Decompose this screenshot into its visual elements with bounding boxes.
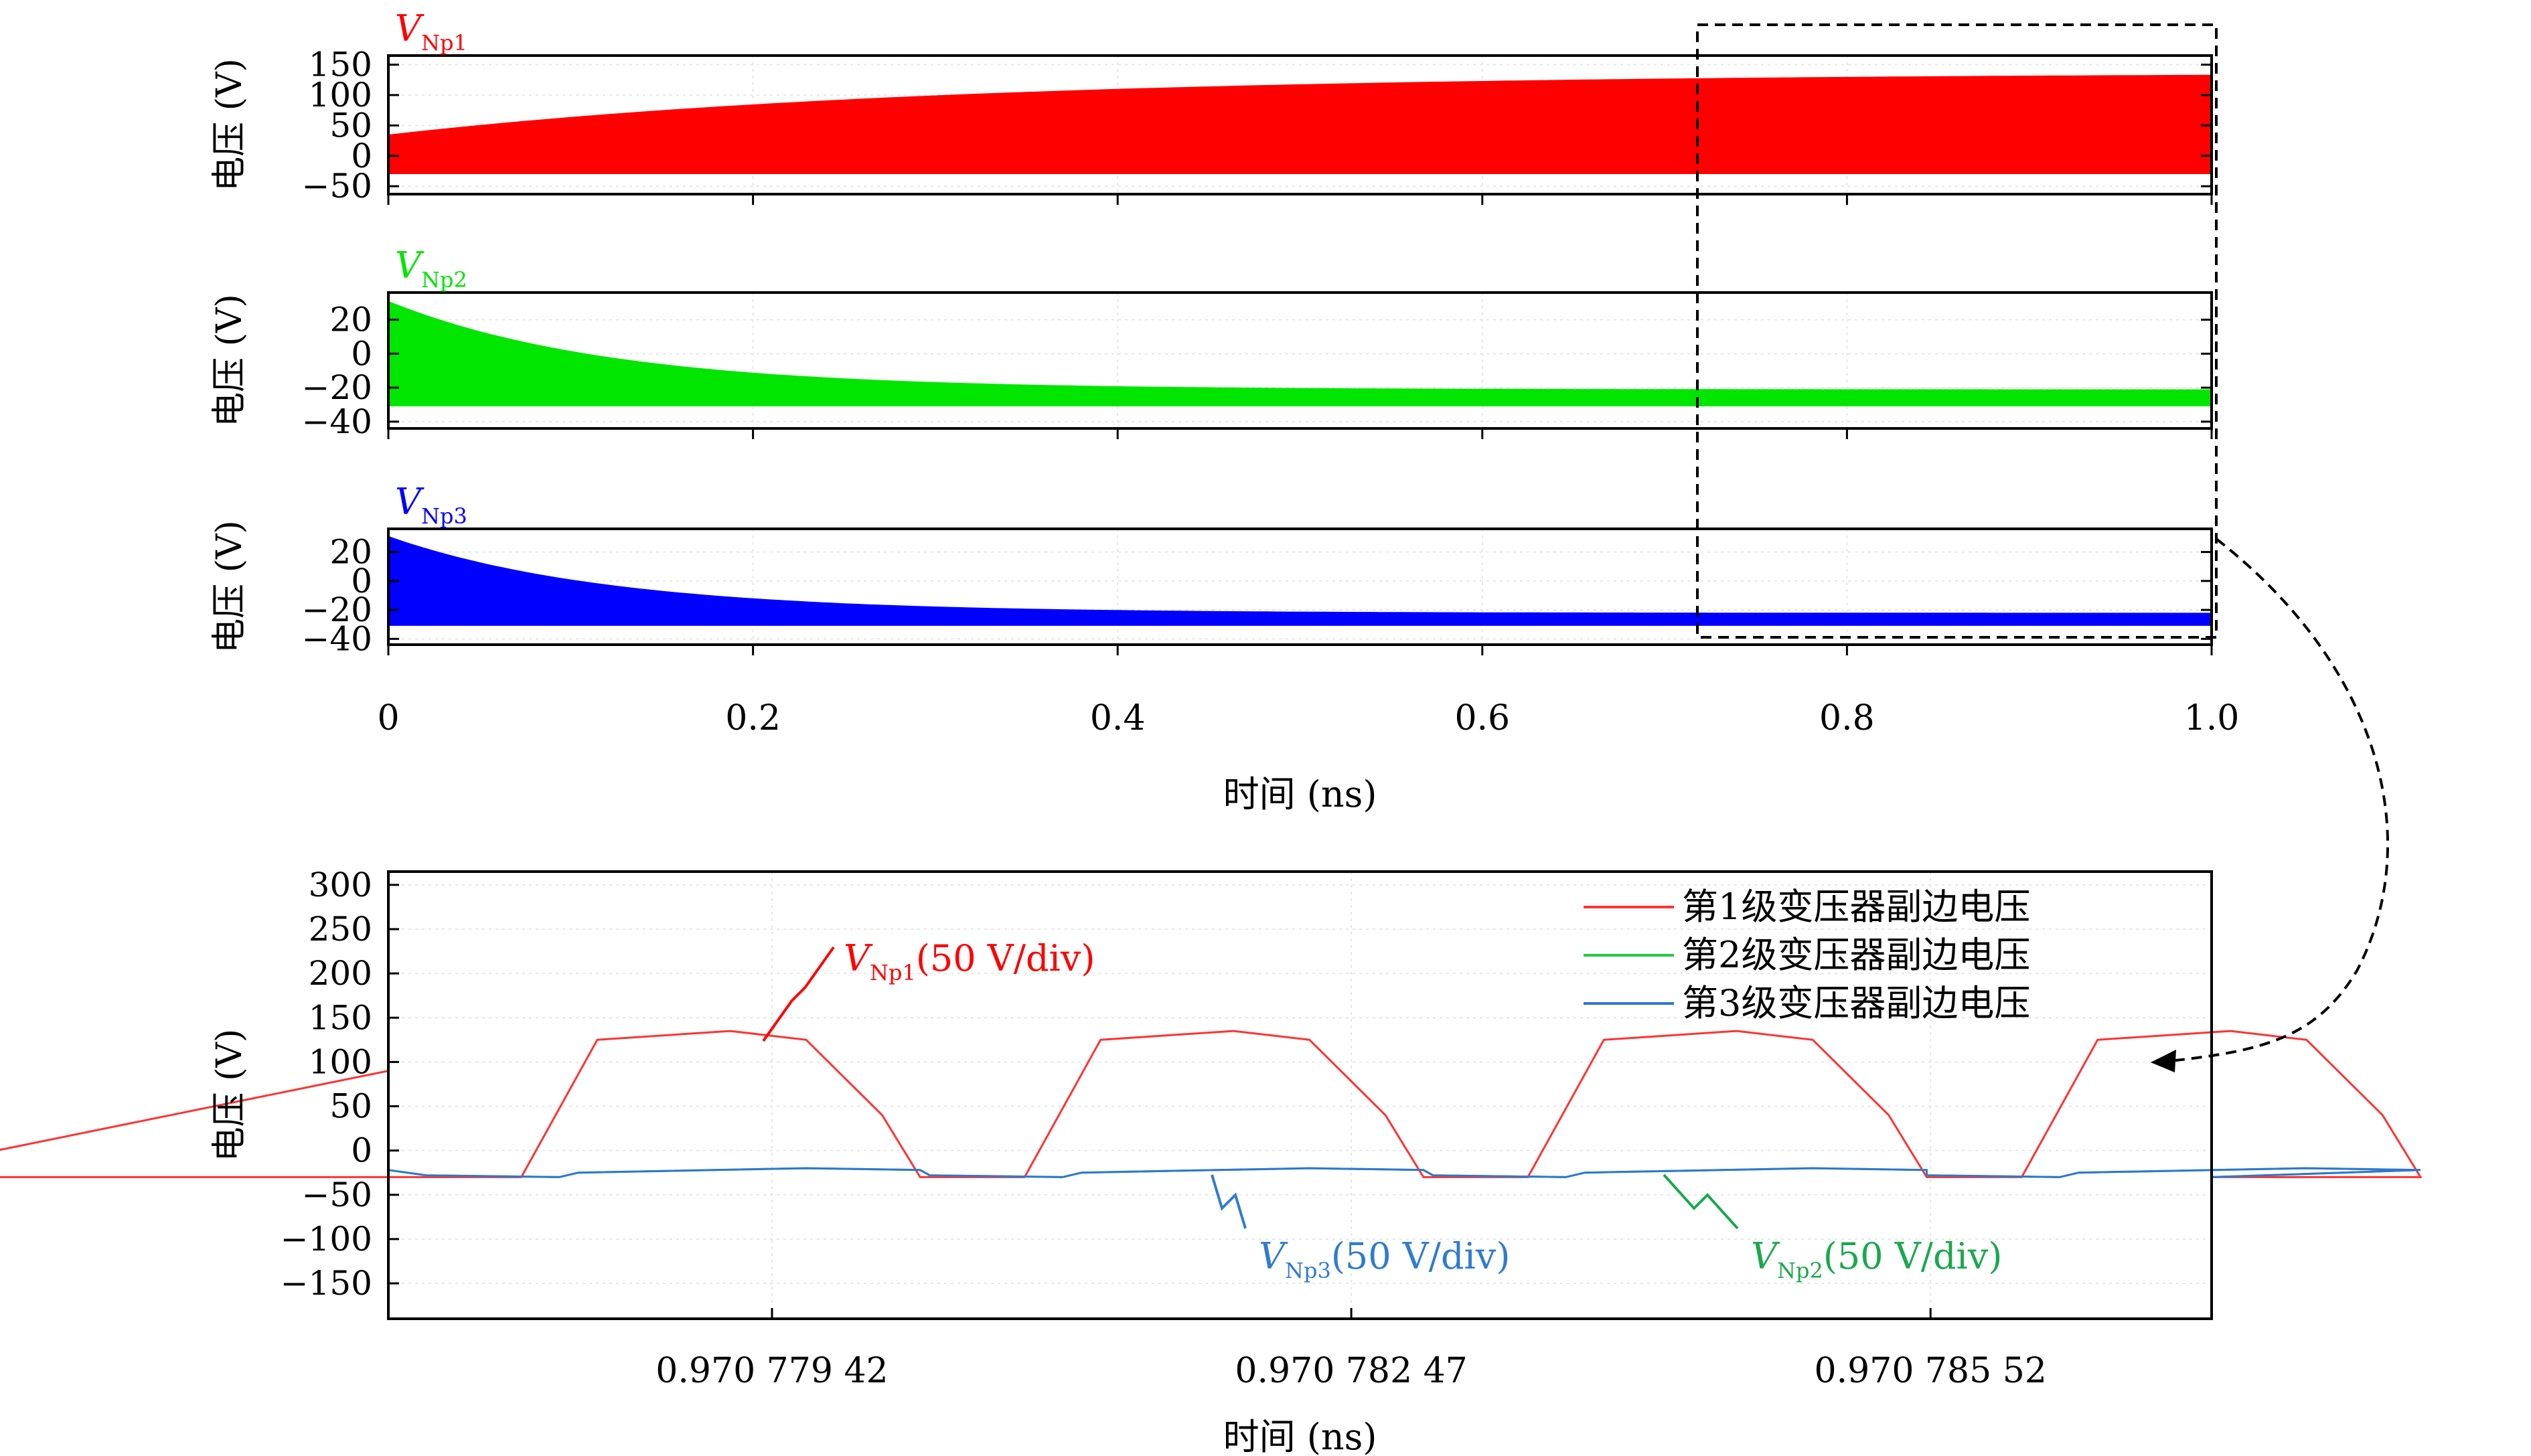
y-tick-label: −40 <box>301 402 372 441</box>
y-tick-label: 50 <box>329 1087 372 1126</box>
series-label: VNp2 <box>395 244 467 293</box>
y-tick-label: −50 <box>301 167 372 206</box>
x-tick-label: 0.4 <box>1090 698 1146 738</box>
series-label-symbol: V <box>1751 1235 1780 1277</box>
y-tick-label: 50 <box>329 106 372 145</box>
y-tick-label: −20 <box>301 590 372 629</box>
series-label-subscript: Np2 <box>421 267 467 293</box>
y-tick-label: 100 <box>309 76 372 114</box>
y-tick-label: −150 <box>281 1264 372 1303</box>
x-tick-label: 0.8 <box>1819 698 1875 738</box>
x-tick-label: 0.6 <box>1454 698 1510 738</box>
series-label-scale: (50 V/div) <box>1823 1235 2003 1277</box>
y-axis-label: 电压 (V) <box>210 1029 250 1162</box>
x-tick-label: 0.2 <box>725 698 781 738</box>
y-tick-label: −40 <box>301 619 372 658</box>
y-tick-label: 0 <box>351 137 372 175</box>
y-axis-label: 电压 (V) <box>210 58 250 191</box>
series-label-scale: (50 V/div) <box>916 937 1095 979</box>
x-tick-label: 0.970 785 52 <box>1815 1351 2047 1391</box>
zoom-arrow-head <box>2151 1050 2176 1072</box>
y-tick-label: 20 <box>329 533 372 572</box>
series-line-np3 <box>388 1167 2421 1178</box>
y-tick-label: 200 <box>309 954 372 993</box>
plot-frame <box>387 528 2213 646</box>
annotation-label: VNp1(50 V/div) <box>844 937 1095 985</box>
legend-label: 第2级变压器副边电压 <box>1682 934 2030 976</box>
y-tick-label: 20 <box>329 301 372 339</box>
x-tick-label: 0.970 779 42 <box>656 1351 888 1391</box>
annotation-pointer <box>762 946 835 1042</box>
envelope-panel-2: 200−20−40 电压 (V) VNp2 <box>210 244 2213 441</box>
legend-label: 第1级变压器副边电压 <box>1682 886 2030 928</box>
plot-frame <box>387 870 2213 1320</box>
y-axis-label: 电压 (V) <box>210 294 250 427</box>
x-tick-label: 0 <box>377 698 399 738</box>
x-axis-label: 时间 (ns) <box>1223 1416 1377 1456</box>
zoom-panel: 300 250 200 150 100 50 0 −50 −100 −150 0.970 779 4… <box>0 866 2423 1456</box>
series-label-symbol: V <box>844 937 873 979</box>
plot-frame <box>387 291 2213 430</box>
y-axis-label: 电压 (V) <box>210 520 250 653</box>
series-label-subscript: Np2 <box>1777 1258 1823 1283</box>
zoom-region-box <box>1696 23 2218 639</box>
series-label-subscript: Np3 <box>421 503 467 529</box>
y-tick-label: 0 <box>351 334 372 373</box>
envelope-area <box>388 536 2212 626</box>
series-label-symbol: V <box>395 481 425 523</box>
y-tick-label: −100 <box>281 1220 372 1259</box>
series-label-symbol: V <box>395 244 425 287</box>
y-tick-label: 100 <box>309 1042 372 1081</box>
series-label: VNp3 <box>395 481 467 529</box>
annotation-pointer <box>1211 1174 1247 1229</box>
series-label-subscript: Np3 <box>1285 1258 1331 1283</box>
series-label-symbol: V <box>1259 1235 1288 1277</box>
series-label-scale: (50 V/div) <box>1331 1235 1511 1277</box>
envelope-area <box>388 301 2212 406</box>
zoom-arrow <box>2169 538 2389 1062</box>
y-tick-label: 150 <box>309 998 372 1037</box>
x-tick-label: 1.0 <box>2184 698 2240 738</box>
annotation-label: VNp2(50 V/div) <box>1751 1235 2002 1283</box>
annotation-label: VNp3(50 V/div) <box>1259 1235 1510 1283</box>
series-label-subscript: Np1 <box>870 960 916 985</box>
series-label-symbol: V <box>395 7 425 50</box>
x-tick-label: 0.970 782 47 <box>1235 1351 1467 1391</box>
y-tick-label: 300 <box>309 866 372 904</box>
series-label-subscript: Np1 <box>421 30 467 56</box>
annotation-pointer <box>1663 1174 1739 1230</box>
series-label: VNp1 <box>395 7 467 56</box>
y-tick-label: 0 <box>351 1131 372 1170</box>
x-axis-label: 时间 (ns) <box>1223 773 1377 815</box>
y-tick-label: 0 <box>351 562 372 600</box>
legend-label: 第3级变压器副边电压 <box>1682 982 2030 1024</box>
y-tick-label: −20 <box>301 368 372 407</box>
series-line-np1 <box>0 1030 2423 1178</box>
y-tick-label: 250 <box>309 910 372 949</box>
y-tick-label: 150 <box>309 46 372 84</box>
envelope-area <box>388 74 2212 174</box>
y-tick-label: −50 <box>301 1176 372 1214</box>
